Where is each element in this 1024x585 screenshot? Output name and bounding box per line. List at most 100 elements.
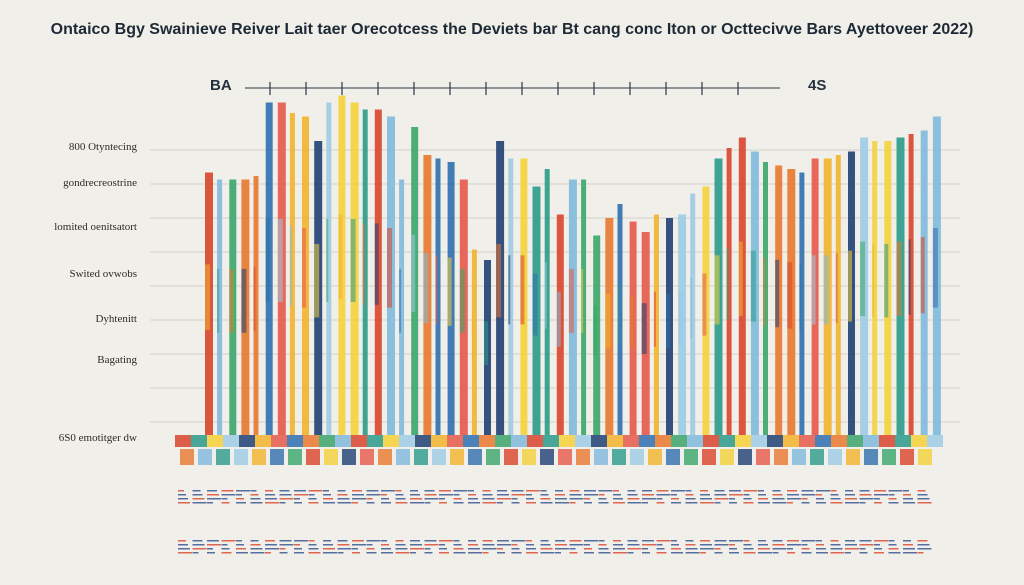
legend-mark — [540, 540, 549, 542]
legend-mark — [497, 552, 505, 554]
bar-segment — [265, 218, 270, 302]
legend-mark — [207, 540, 219, 542]
legend-mark — [874, 540, 888, 542]
bar — [799, 172, 805, 435]
strip-cell — [207, 435, 223, 447]
legend-mark — [642, 502, 648, 504]
legend-mark — [772, 498, 785, 500]
legend-mark — [221, 494, 236, 496]
legend-mark — [294, 540, 308, 542]
legend-mark — [656, 498, 663, 500]
legend-mark — [874, 498, 880, 500]
legend-mark — [816, 494, 822, 496]
legend-mark — [642, 540, 654, 542]
legend-mark — [221, 540, 236, 542]
legend-mark — [294, 498, 300, 500]
legend-mark — [569, 498, 584, 500]
legend-mark — [395, 540, 404, 542]
bar-segment — [423, 253, 429, 323]
legend-mark — [627, 494, 638, 496]
strip-cell — [655, 435, 671, 447]
strip-cell — [360, 449, 374, 465]
legend-mark — [395, 502, 408, 504]
legend-mark — [714, 498, 729, 500]
legend-mark — [453, 490, 468, 492]
legend-mark — [830, 498, 841, 500]
legend-mark — [236, 494, 242, 496]
strip-cell — [463, 435, 479, 447]
legend-mark — [221, 552, 232, 554]
legend-mark — [743, 490, 758, 492]
bar — [653, 214, 659, 435]
legend-mark — [468, 552, 482, 554]
legend-mark — [511, 544, 518, 546]
legend-mark — [352, 490, 362, 492]
strip-cell — [447, 435, 463, 447]
legend-mark — [685, 540, 694, 542]
legend-mark — [337, 490, 346, 492]
legend-mark — [758, 540, 766, 542]
legend-mark — [656, 490, 669, 492]
legend-mark — [598, 498, 607, 500]
legend-mark — [352, 502, 358, 504]
legend-mark — [874, 502, 882, 504]
legend-mark — [714, 540, 727, 542]
legend-mark — [627, 490, 636, 492]
legend-mark — [468, 490, 474, 492]
legend-mark — [758, 544, 768, 546]
y-axis-label: 6S0 emotitger dw — [59, 432, 137, 444]
legend-mark — [656, 494, 671, 496]
legend-mark — [366, 544, 373, 546]
bar-segment — [435, 255, 438, 325]
legend-mark — [584, 552, 594, 554]
legend-mark — [845, 490, 853, 492]
legend-mark — [178, 552, 192, 554]
legend-mark — [236, 502, 246, 504]
bar — [726, 148, 732, 435]
strip-cell — [306, 449, 320, 465]
legend-mark — [424, 552, 433, 554]
corner-label-left: BA — [210, 77, 232, 94]
legend-mark — [424, 502, 431, 504]
legend-mark — [642, 552, 650, 554]
legend-mark — [729, 494, 743, 496]
strip-cell — [774, 449, 788, 465]
legend-mark — [395, 552, 410, 554]
legend-mark — [801, 494, 816, 496]
legend-mark — [685, 490, 692, 492]
legend-mark — [874, 490, 886, 492]
legend-mark — [497, 490, 507, 492]
legend-mark — [758, 494, 766, 496]
bar — [217, 179, 223, 435]
strip-cell — [223, 435, 239, 447]
strip-cell — [735, 435, 751, 447]
legend-mark — [323, 490, 329, 492]
legend-mark — [772, 548, 787, 550]
legend-mark — [816, 552, 828, 554]
legend-mark — [294, 548, 302, 550]
legend-mark — [743, 548, 754, 550]
legend-mark — [584, 494, 598, 496]
legend-mark — [801, 544, 808, 546]
legend-mark — [308, 540, 315, 542]
legend-mark — [816, 540, 822, 542]
legend-mark — [453, 540, 460, 542]
legend-mark — [569, 548, 576, 550]
legend-mark — [787, 540, 799, 542]
color-strip-baseline — [175, 435, 943, 465]
legend-mark — [859, 494, 872, 496]
bar-segment — [666, 293, 670, 349]
bar-segment — [605, 293, 611, 349]
legend-mark — [250, 540, 259, 542]
legend-mark — [410, 494, 420, 496]
legend-mark — [613, 540, 621, 542]
bar-segment — [714, 255, 720, 325]
legend-mark — [685, 494, 694, 496]
bar — [326, 102, 332, 435]
legend-mark — [366, 490, 379, 492]
bar — [362, 109, 368, 435]
bar-segment — [289, 225, 292, 307]
strip-cell — [468, 449, 482, 465]
legend-mark — [700, 552, 706, 554]
legend-mark — [845, 494, 855, 496]
